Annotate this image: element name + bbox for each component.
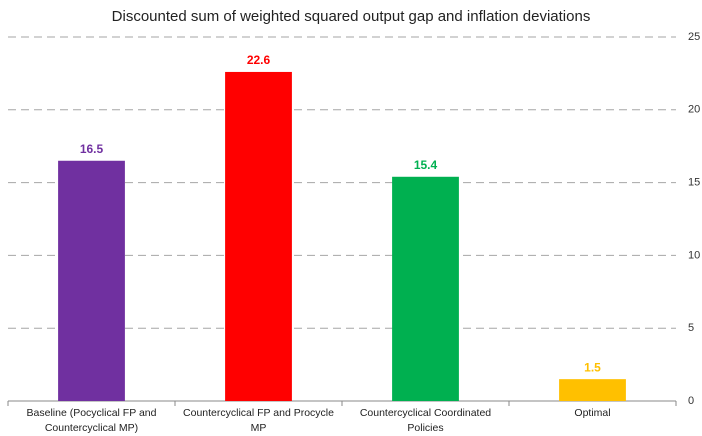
bar <box>58 160 125 401</box>
x-tick-label: Countercyclical Coordinated Policies <box>359 407 492 434</box>
x-tick-label: Countercyclical FP and Procycle MP <box>183 407 334 434</box>
y-tick-label: 15 <box>688 177 700 189</box>
value-label: 15.4 <box>414 158 438 172</box>
x-tick-label: Optimal <box>574 407 611 419</box>
bar <box>559 379 626 401</box>
value-label: 1.5 <box>584 360 601 374</box>
bar <box>225 71 292 401</box>
chart-title: Discounted sum of weighted squared outpu… <box>112 8 591 25</box>
y-tick-label: 20 <box>688 104 700 116</box>
y-tick-label: 5 <box>688 322 694 334</box>
value-label: 22.6 <box>247 53 271 67</box>
y-tick-label: 0 <box>688 395 694 407</box>
y-tick-label: 25 <box>688 31 700 43</box>
x-tick-label: Baseline (Pocyclical FP and Countercycli… <box>26 407 157 434</box>
y-tick-label: 10 <box>688 249 700 261</box>
value-label: 16.5 <box>80 142 104 156</box>
bar <box>392 176 459 401</box>
